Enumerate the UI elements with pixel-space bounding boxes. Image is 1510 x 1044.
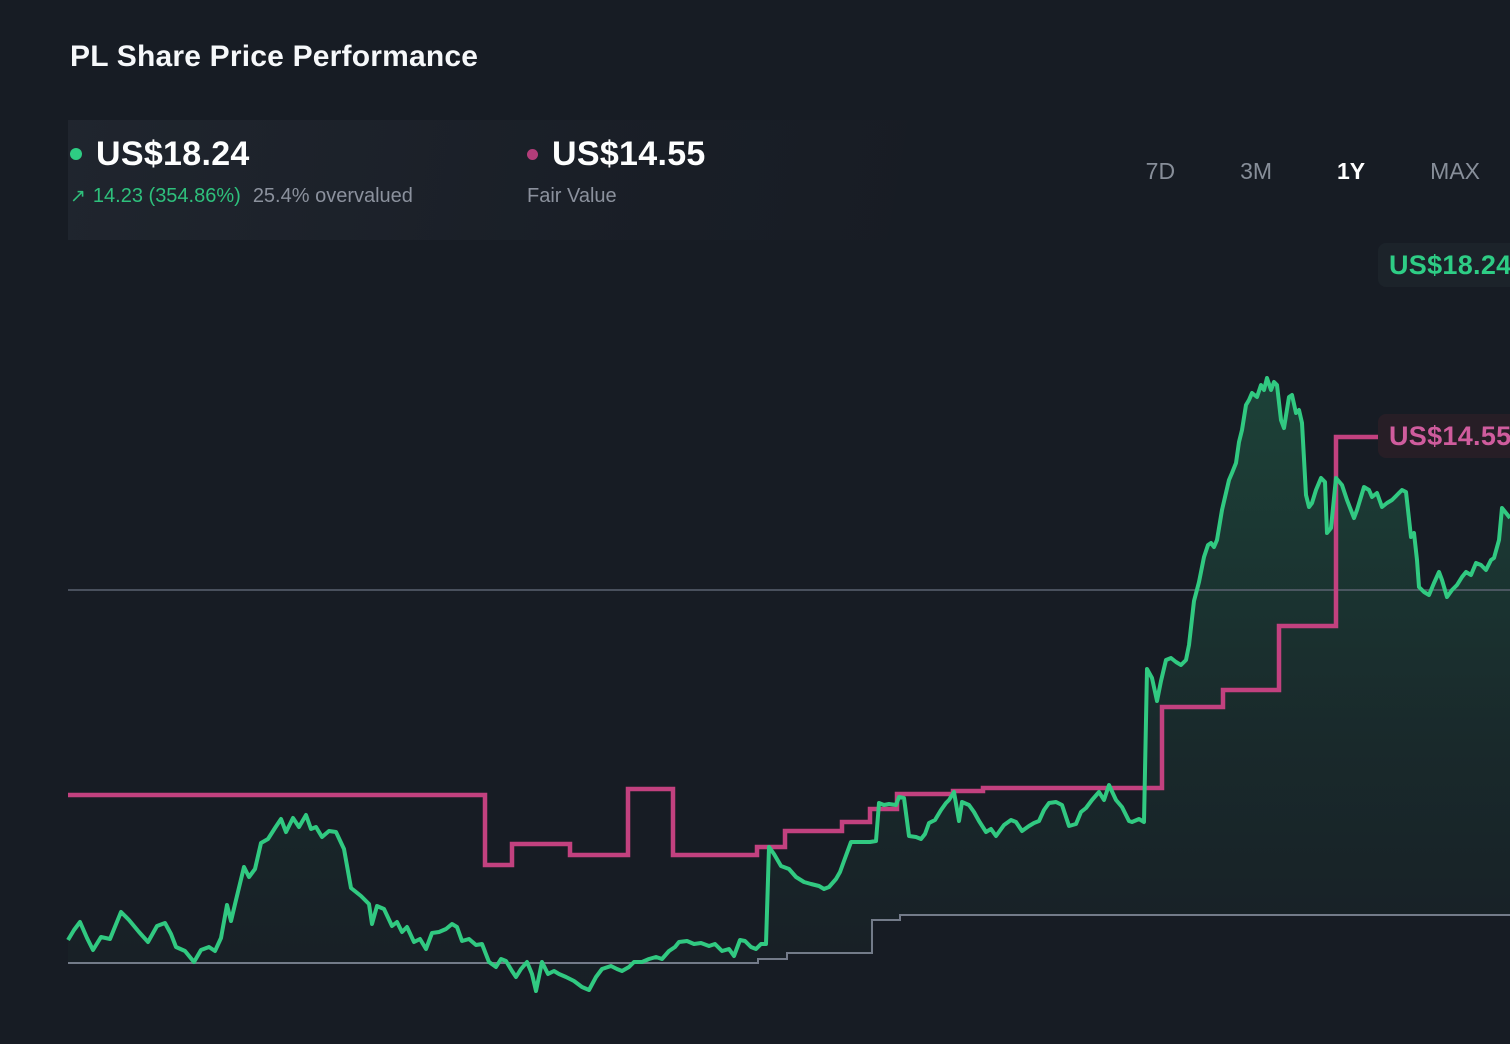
fair-value-line xyxy=(68,434,1378,868)
fair-value-legend: US$14.55 Fair Value xyxy=(527,132,706,208)
range-button-7d[interactable]: 7D xyxy=(1142,156,1179,187)
range-button-3m[interactable]: 3M xyxy=(1236,156,1276,187)
price-area-fill xyxy=(68,378,1510,991)
price-change-value: 14.23 (354.86%) xyxy=(92,185,241,207)
fair-value-label: Fair Value xyxy=(527,185,617,207)
share-price-line xyxy=(66,376,1510,993)
overvalued-text: 25.4% overvalued xyxy=(252,185,413,207)
page-title: PL Share Price Performance xyxy=(70,40,479,73)
price-change: ↗ 14.23 (354.86%) xyxy=(70,185,241,208)
range-selector: 7D 3M 1Y MAX xyxy=(1142,156,1484,187)
up-right-arrow-icon: ↗ xyxy=(70,186,86,207)
share-price-dot-icon xyxy=(70,148,82,160)
fair-value-dot-icon xyxy=(527,148,538,160)
legend-panel xyxy=(68,120,936,240)
range-button-1y[interactable]: 1Y xyxy=(1333,156,1369,187)
current-price-value: US$18.24 xyxy=(96,134,250,173)
range-button-max[interactable]: MAX xyxy=(1426,156,1484,187)
current-price-legend: US$18.24 ↗ 14.23 (354.86%) 25.4% overval… xyxy=(70,132,413,208)
fair-value-axis-label: US$14.55 xyxy=(1378,414,1510,458)
fair-value-value: US$14.55 xyxy=(552,134,706,173)
current-price-axis-label: US$18.24 xyxy=(1378,243,1510,287)
baseline-step-line xyxy=(68,914,1510,964)
